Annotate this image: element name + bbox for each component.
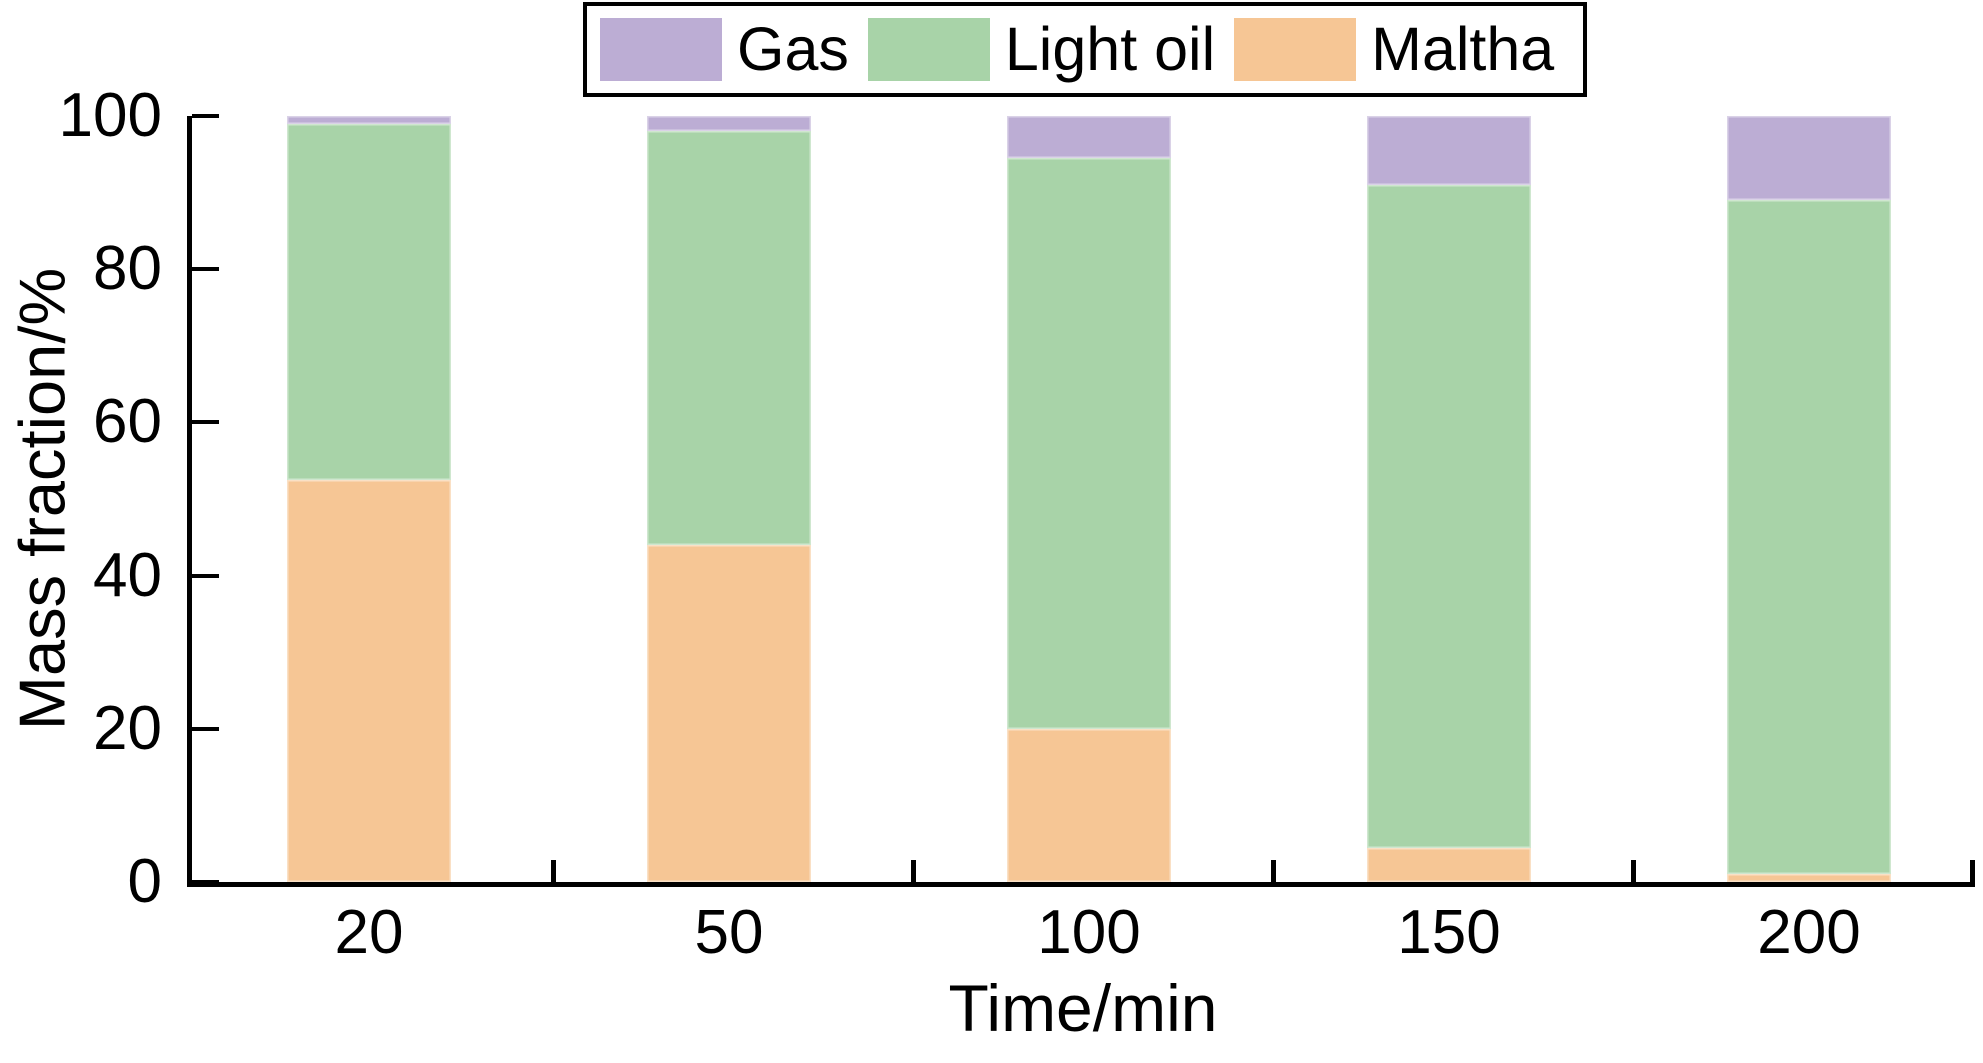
y-tick-label-100: 100 xyxy=(58,81,162,150)
x-boundary-tick-3 xyxy=(1271,860,1276,882)
bar-100min xyxy=(1007,116,1171,882)
x-tick-label-50: 50 xyxy=(694,898,764,967)
legend-item-light-oil: Light oil xyxy=(867,15,1216,83)
bar-20min-segment-gas xyxy=(287,116,451,124)
x-boundary-tick-4 xyxy=(1631,860,1636,882)
bar-100min-segment-gas xyxy=(1007,116,1171,159)
legend-swatch-light-oil xyxy=(867,18,990,81)
bar-100min-segment-maltha xyxy=(1007,728,1171,882)
y-tick-100 xyxy=(192,114,219,118)
bar-50min-segment-maltha xyxy=(647,544,811,882)
y-tick-label-20: 20 xyxy=(93,693,162,763)
y-tick-label-40: 40 xyxy=(93,540,162,610)
y-tick-0 xyxy=(192,880,219,884)
y-tick-80 xyxy=(192,267,219,272)
bar-150min-segment-gas xyxy=(1367,116,1531,185)
x-axis-title: Time/min xyxy=(948,971,1218,1045)
y-tick-20 xyxy=(192,726,219,731)
bar-200min-segment-light-oil xyxy=(1727,200,1891,875)
bar-20min-segment-maltha xyxy=(287,479,451,882)
legend: Gas Light oil Maltha xyxy=(583,2,1587,97)
y-axis-line xyxy=(187,116,192,887)
bar-150min xyxy=(1367,116,1531,882)
bar-100min-segment-light-oil xyxy=(1007,158,1171,729)
legend-swatch-gas xyxy=(600,18,722,81)
legend-label: Gas xyxy=(737,15,849,83)
legend-label: Light oil xyxy=(1004,15,1216,83)
x-tick-label-200: 200 xyxy=(1757,898,1861,967)
y-tick-40 xyxy=(192,573,219,578)
bar-20min-segment-light-oil xyxy=(287,123,451,480)
plot-area xyxy=(187,114,1975,887)
bar-50min-segment-gas xyxy=(647,116,811,132)
x-boundary-tick-1 xyxy=(551,860,556,882)
bar-200min-segment-maltha xyxy=(1727,874,1891,882)
bar-150min-segment-light-oil xyxy=(1367,184,1531,848)
x-axis-end-tick xyxy=(1970,860,1975,882)
x-boundary-tick-2 xyxy=(911,860,916,882)
legend-label: Maltha xyxy=(1371,15,1555,83)
bar-200min xyxy=(1727,116,1891,882)
bar-20min xyxy=(287,116,451,882)
bar-50min-segment-light-oil xyxy=(647,131,811,545)
legend-item-maltha: Maltha xyxy=(1234,18,1554,81)
x-tick-label-150: 150 xyxy=(1397,898,1501,967)
y-tick-60 xyxy=(192,420,219,425)
bar-200min-segment-gas xyxy=(1727,116,1891,201)
legend-item-gas: Gas xyxy=(600,18,849,81)
x-tick-label-20: 20 xyxy=(334,898,404,967)
y-tick-label-80: 80 xyxy=(93,234,162,304)
y-tick-label-60: 60 xyxy=(93,387,162,457)
bar-150min-segment-maltha xyxy=(1367,847,1531,882)
bar-50min xyxy=(647,116,811,882)
y-axis-title: Mass fraction/% xyxy=(5,267,79,731)
x-tick-label-100: 100 xyxy=(1037,898,1141,967)
y-tick-label-0: 0 xyxy=(127,847,162,916)
legend-swatch-maltha xyxy=(1234,18,1357,81)
x-axis-line xyxy=(187,882,1975,887)
